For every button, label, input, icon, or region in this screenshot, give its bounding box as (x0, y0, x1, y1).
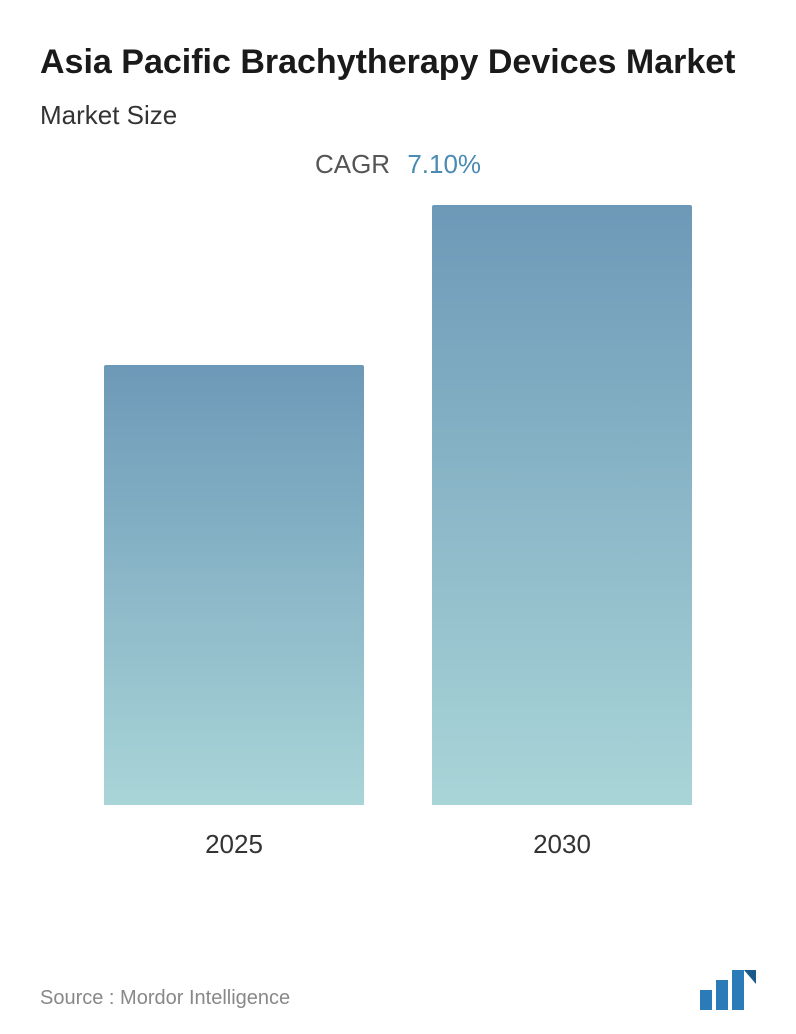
bar-chart: 2025 2030 (40, 220, 756, 860)
source-name: Mordor Intelligence (120, 987, 290, 1009)
bar-2030 (432, 205, 692, 805)
chart-subtitle: Market Size (40, 100, 756, 131)
bar-2025 (104, 365, 364, 805)
x-label-2030: 2030 (533, 829, 591, 860)
cagr-value: 7.10% (407, 149, 481, 179)
source-prefix: Source : (40, 987, 114, 1009)
footer: Source : Mordor Intelligence (40, 970, 756, 1010)
source-attribution: Source : Mordor Intelligence (40, 987, 290, 1010)
cagr-label: CAGR (315, 149, 390, 179)
mordor-logo-icon (698, 970, 756, 1010)
x-label-2025: 2025 (205, 829, 263, 860)
cagr-row: CAGR 7.10% (40, 149, 756, 180)
bar-group-2025: 2025 (104, 365, 364, 860)
bar-group-2030: 2030 (432, 205, 692, 860)
chart-title: Asia Pacific Brachytherapy Devices Marke… (40, 40, 756, 84)
